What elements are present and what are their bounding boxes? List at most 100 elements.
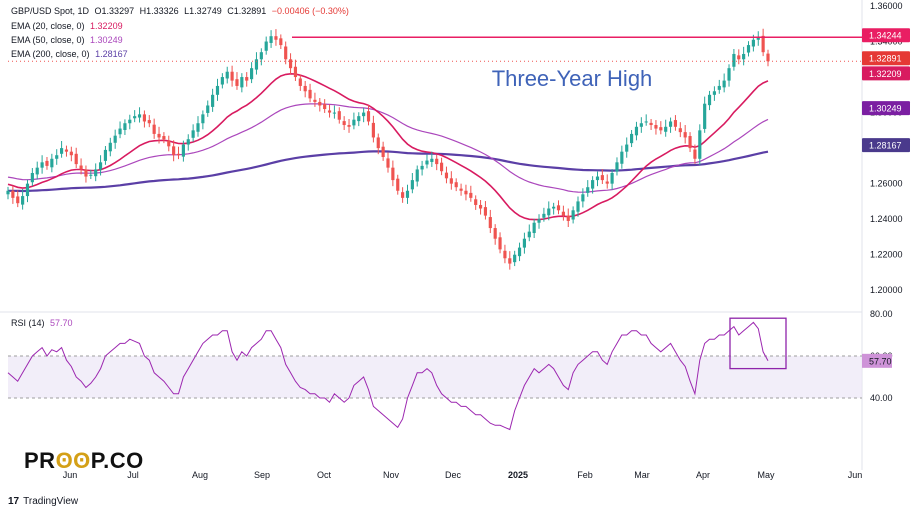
candle bbox=[649, 118, 653, 130]
candle-body bbox=[678, 128, 682, 133]
candle bbox=[547, 201, 551, 221]
ema-50-label: EMA (50, close, 0) bbox=[11, 35, 85, 45]
candle bbox=[483, 201, 488, 220]
ohlc-open: O1.33297 bbox=[94, 6, 135, 16]
candle-body bbox=[172, 146, 176, 156]
candle-body bbox=[21, 196, 25, 205]
candle bbox=[712, 86, 716, 101]
candle-body bbox=[74, 153, 78, 165]
candle-body bbox=[25, 183, 30, 197]
candle-body bbox=[98, 162, 103, 170]
candle bbox=[435, 154, 439, 171]
annotation-three-year-high: Three-Year High bbox=[492, 66, 653, 91]
candle bbox=[513, 250, 517, 267]
rsi-value: 57.70 bbox=[50, 318, 73, 328]
ema-20-path bbox=[7, 72, 769, 221]
ohlc-close: C1.32891 bbox=[227, 6, 267, 16]
candle bbox=[133, 110, 137, 123]
candle-body bbox=[225, 71, 229, 79]
candle bbox=[517, 242, 522, 262]
candle-body bbox=[123, 123, 127, 130]
candle-body bbox=[84, 169, 88, 177]
candle-body bbox=[386, 158, 390, 168]
candle-body bbox=[420, 165, 424, 170]
price-badge-bg bbox=[862, 138, 910, 153]
candle bbox=[60, 141, 64, 158]
candle bbox=[532, 218, 536, 239]
price-badge: 1.28167 bbox=[862, 138, 910, 153]
candle bbox=[123, 119, 127, 135]
candle-body bbox=[69, 151, 73, 156]
candle-body bbox=[11, 190, 15, 198]
time-tick-label: Oct bbox=[317, 470, 332, 480]
rsi-band bbox=[8, 355, 862, 399]
candle bbox=[737, 49, 741, 65]
candle-body bbox=[688, 136, 692, 149]
candle bbox=[746, 41, 751, 57]
ema-20-value: 1.32209 bbox=[90, 21, 123, 31]
candle bbox=[732, 48, 736, 71]
candle bbox=[376, 133, 380, 155]
candle bbox=[172, 140, 176, 162]
candle-body bbox=[751, 39, 755, 47]
candle bbox=[89, 169, 93, 180]
candle-body bbox=[55, 155, 59, 159]
candle-body bbox=[318, 101, 322, 106]
candle bbox=[98, 155, 103, 176]
candle-body bbox=[181, 144, 185, 157]
candle-body bbox=[649, 122, 653, 126]
candle bbox=[542, 207, 546, 222]
candle bbox=[11, 185, 15, 204]
candle bbox=[639, 117, 643, 133]
candle-body bbox=[517, 247, 522, 257]
candle-body bbox=[659, 127, 663, 131]
candle-body bbox=[737, 55, 741, 60]
candle bbox=[600, 169, 604, 185]
candle-body bbox=[30, 172, 34, 183]
candle-body bbox=[60, 148, 64, 154]
price-badge-text: 1.32209 bbox=[869, 69, 902, 79]
price-badge-text: 1.28167 bbox=[869, 141, 902, 151]
ema-50-legend: EMA (50, close, 0) 1.30249 bbox=[11, 35, 123, 45]
candle bbox=[615, 157, 619, 176]
candle bbox=[673, 115, 678, 131]
candle-body bbox=[712, 91, 716, 95]
ema-200-label: EMA (200, close, 0) bbox=[11, 49, 90, 59]
price-badge-bg bbox=[862, 101, 910, 116]
candle bbox=[55, 149, 59, 165]
candle bbox=[420, 160, 424, 176]
candle bbox=[16, 190, 20, 208]
candle bbox=[357, 112, 361, 127]
candle-body bbox=[732, 53, 736, 67]
candle-body bbox=[766, 53, 770, 62]
candle-body bbox=[376, 137, 380, 149]
ema-50-line bbox=[7, 103, 769, 193]
candle-body bbox=[727, 68, 731, 81]
time-tick-label: Mar bbox=[634, 470, 650, 480]
rsi-label: RSI (14) bbox=[11, 318, 45, 328]
time-tick-label: Feb bbox=[577, 470, 593, 480]
candle-body bbox=[761, 35, 765, 53]
candle bbox=[269, 30, 273, 48]
candle-body bbox=[381, 146, 385, 157]
candle-body bbox=[478, 204, 483, 209]
candle-body bbox=[337, 111, 341, 120]
candle-body bbox=[133, 116, 137, 119]
candle bbox=[303, 80, 307, 98]
candle bbox=[391, 160, 395, 187]
price-axis: 1.360001.340001.320001.300001.280001.260… bbox=[862, 1, 910, 403]
candle-body bbox=[352, 119, 356, 126]
candle bbox=[196, 116, 200, 137]
candle bbox=[503, 244, 507, 264]
candle-body bbox=[625, 144, 629, 152]
time-tick-label: Sep bbox=[254, 470, 270, 480]
candle bbox=[35, 161, 39, 180]
candle bbox=[761, 28, 765, 57]
rsi-legend: RSI (14) 57.70 bbox=[11, 318, 73, 328]
candle bbox=[235, 72, 239, 90]
candle-body bbox=[527, 231, 531, 238]
rsi-badge-bg bbox=[862, 353, 892, 368]
candle-body bbox=[327, 110, 332, 113]
candle bbox=[79, 158, 83, 175]
price-tick-label: 1.20000 bbox=[870, 285, 903, 295]
